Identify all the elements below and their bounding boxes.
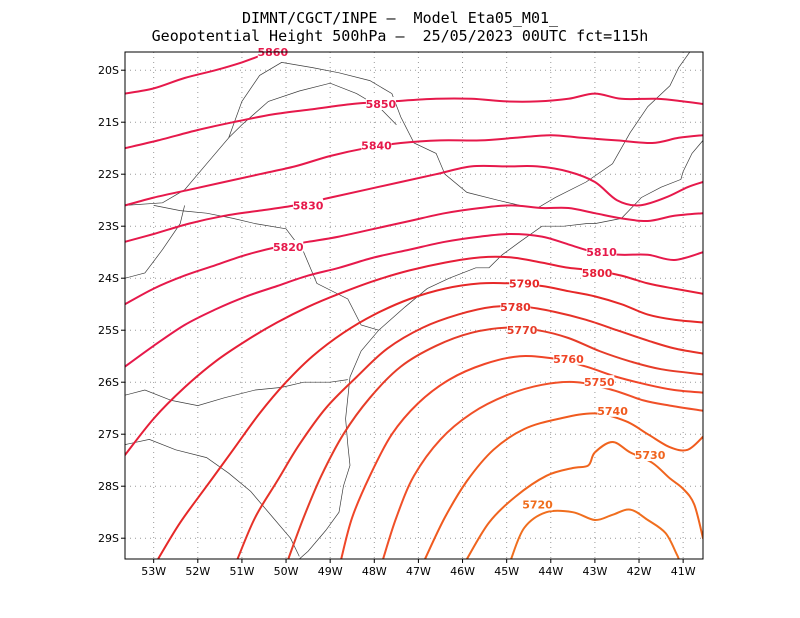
contour-label-5740: 5740 (597, 405, 628, 418)
x-tick-label: 52W (185, 565, 210, 578)
contour-line-5750 (382, 380, 703, 559)
state-border-sp-pr (153, 205, 379, 331)
contour-label-bg (361, 138, 392, 152)
contour-label-bg (584, 375, 615, 389)
x-tick-label: 51W (229, 565, 254, 578)
contour-label-bg (365, 97, 396, 110)
plot-frame (124, 51, 704, 560)
y-tick-label: 21S (98, 116, 119, 129)
contour-line-5730 (465, 441, 703, 559)
y-tick-label: 20S (98, 64, 119, 77)
political-boundaries (125, 52, 703, 559)
x-tick-label: 47W (406, 565, 431, 578)
y-tick-label: 24S (98, 272, 119, 285)
x-tick-label: 50W (274, 565, 299, 578)
y-tick-label: 23S (98, 220, 119, 233)
state-border-mg-rj-sp (125, 52, 691, 209)
x-tick-label: 48W (362, 565, 387, 578)
x-tick-label: 43W (582, 565, 607, 578)
contour-label-bg (509, 276, 540, 290)
y-tick-label: 27S (98, 428, 119, 441)
contour-line-5740 (424, 412, 703, 559)
contour-label-bg (500, 299, 531, 313)
contour-label-5720: 5720 (522, 498, 553, 511)
contour-line-5720 (510, 508, 680, 559)
contour-line-5770 (287, 326, 703, 559)
x-axis-ticks: 53W 52W 51W 50W 49W 48W 47W 46W 45W 44W 43W 42W 41W (141, 559, 696, 578)
contour-line-5800 (125, 255, 703, 456)
x-tick-label: 41W (671, 565, 696, 578)
contour-line-5840 (125, 134, 703, 207)
contour-label-bg (635, 448, 666, 461)
y-tick-label: 22S (98, 168, 119, 181)
contour-label-bg (597, 403, 628, 417)
contour-label-5830: 5830 (293, 199, 324, 212)
contour-label-bg (293, 198, 324, 212)
contour-line-5830 (125, 164, 703, 243)
contour-label-bg (586, 245, 617, 259)
coastline (299, 140, 703, 559)
y-tick-label: 25S (98, 324, 119, 337)
x-tick-label: 53W (141, 565, 166, 578)
contour-label-5770: 5770 (507, 324, 538, 337)
contour-line-5850 (125, 92, 703, 150)
contour-line-5790 (157, 281, 703, 559)
x-tick-label: 45W (494, 565, 519, 578)
x-tick-label: 49W (318, 565, 343, 578)
x-tick-label: 46W (450, 565, 475, 578)
y-tick-label: 28S (98, 480, 119, 493)
contour-label-5790: 5790 (509, 277, 540, 290)
x-tick-label: 44W (538, 565, 563, 578)
contour-label-bg (553, 351, 584, 365)
contour-label-5810: 5810 (586, 246, 617, 259)
contour-label-bg (273, 240, 304, 253)
y-axis-ticks: 20S 21S 22S 23S 24S 25S 26S 27S 28S 29S (98, 64, 125, 545)
state-border-pr-sc (125, 379, 348, 406)
contour-label-bg (522, 497, 553, 511)
contour-line-5810 (125, 233, 703, 368)
height-contours (125, 52, 703, 559)
contour-label-bg (507, 323, 538, 337)
title-line-1: DIMNT/CGCT/INPE – Model Eta05_M01_ (241, 9, 559, 27)
contour-line-5780 (236, 304, 703, 559)
contour-line-5760 (340, 354, 703, 559)
contour-label-5820: 5820 (273, 241, 304, 254)
state-border-sc-rs (125, 439, 300, 557)
contour-label-bg (582, 266, 613, 279)
y-tick-label: 26S (98, 376, 119, 389)
title-line-2: Geopotential Height 500hPa – 25/05/2023 … (151, 27, 649, 45)
contour-line-5820 (125, 204, 703, 306)
contour-label-5760: 5760 (553, 353, 584, 366)
contour-label-5750: 5750 (584, 376, 615, 389)
contour-label-5730: 5730 (635, 449, 666, 462)
state-border-ms-pr (125, 205, 185, 279)
y-tick-label: 29S (98, 532, 119, 545)
contour-label-5850: 5850 (366, 98, 397, 111)
contour-label-5780: 5780 (500, 301, 531, 314)
x-tick-label: 42W (627, 565, 652, 578)
contour-label-5800: 5800 (582, 267, 613, 280)
contour-label-5840: 5840 (361, 140, 392, 153)
grid-lines (125, 52, 703, 559)
